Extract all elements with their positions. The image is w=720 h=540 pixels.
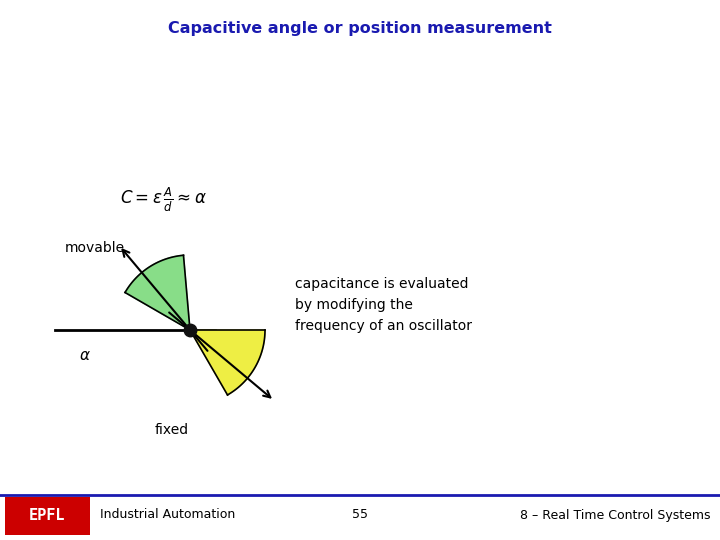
Text: Industrial Automation: Industrial Automation bbox=[100, 509, 235, 522]
Text: $\alpha$: $\alpha$ bbox=[79, 348, 91, 362]
Text: 55: 55 bbox=[352, 509, 368, 522]
Text: $C = \varepsilon\,\frac{A}{d} \approx \alpha$: $C = \varepsilon\,\frac{A}{d} \approx \a… bbox=[120, 186, 207, 214]
Text: capacitance is evaluated
by modifying the
frequency of an oscillator: capacitance is evaluated by modifying th… bbox=[295, 278, 472, 333]
Text: Capacitive angle or position measurement: Capacitive angle or position measurement bbox=[168, 21, 552, 36]
Polygon shape bbox=[125, 255, 190, 330]
Text: movable: movable bbox=[65, 241, 125, 255]
Polygon shape bbox=[190, 330, 265, 395]
Bar bbox=[5, 497, 90, 535]
Text: 8 – Real Time Control Systems: 8 – Real Time Control Systems bbox=[520, 509, 711, 522]
Text: EPFL: EPFL bbox=[30, 509, 66, 523]
Text: fixed: fixed bbox=[155, 423, 189, 437]
